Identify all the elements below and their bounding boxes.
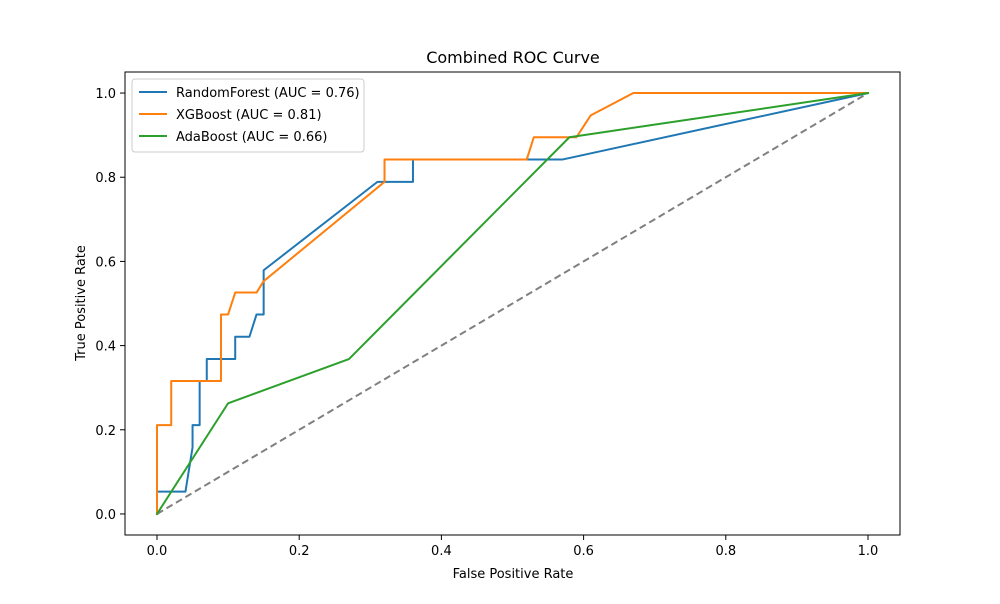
reference-diagonal-line — [156, 92, 869, 515]
legend-label-2: XGBoost (AUC = 0.81) — [176, 108, 322, 123]
legend: RandomForest (AUC = 0.76) XGBoost (AUC = … — [131, 78, 365, 153]
y-tick-label: 0.2 — [95, 424, 116, 439]
y-tick-label: 0.4 — [95, 340, 116, 355]
series-line-2 — [156, 92, 869, 515]
chart-title: Combined ROC Curve — [426, 48, 600, 67]
y-tick-label: 0.6 — [95, 255, 116, 270]
legend-items: RandomForest (AUC = 0.76) XGBoost (AUC = … — [139, 86, 360, 145]
y-tick-label: 1.0 — [95, 87, 116, 102]
x-tick-label: 0.2 — [289, 544, 310, 559]
series-layer — [155, 91, 870, 516]
x-tick-label: 0.0 — [147, 544, 168, 559]
legend-box — [131, 78, 365, 153]
y-axis-title: True Positive Rate — [74, 245, 89, 362]
x-tick-label: 0.6 — [573, 544, 594, 559]
y-axis-ticks: 0.0 0.2 0.4 0.6 0.8 1.0 — [95, 87, 125, 523]
x-tick-label: 0.4 — [431, 544, 452, 559]
series-line-1 — [156, 91, 870, 515]
x-axis-title: False Positive Rate — [453, 567, 574, 582]
reference-layer — [156, 92, 869, 515]
x-axis-ticks: 0.0 0.2 0.4 0.6 0.8 1.0 — [147, 535, 879, 559]
x-tick-label: 1.0 — [858, 544, 879, 559]
legend-label-1: RandomForest (AUC = 0.76) — [176, 86, 360, 101]
series-line-3 — [155, 91, 870, 516]
y-tick-label: 0.0 — [95, 508, 116, 523]
legend-label-3: AdaBoost (AUC = 0.66) — [176, 130, 327, 145]
plot-area-frame — [124, 71, 901, 536]
x-tick-label: 0.8 — [715, 544, 736, 559]
y-tick-label: 0.8 — [95, 171, 116, 186]
